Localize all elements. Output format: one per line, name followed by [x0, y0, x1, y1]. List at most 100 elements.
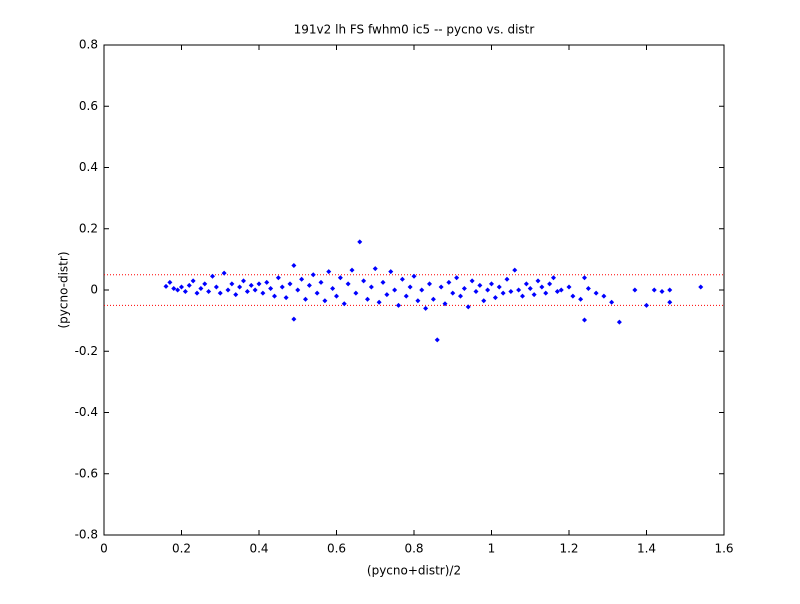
point — [163, 283, 169, 289]
point — [667, 299, 673, 305]
point — [489, 281, 494, 287]
point — [651, 287, 657, 293]
point — [345, 281, 351, 287]
y-tick-label: -0.4 — [75, 405, 98, 419]
x-tick-label: 1.4 — [637, 542, 656, 556]
y-tick-label: -0.6 — [75, 466, 98, 480]
point — [272, 293, 277, 299]
point — [481, 298, 487, 304]
point — [632, 287, 638, 293]
point — [582, 275, 587, 281]
y-tick-label: 0.6 — [79, 99, 98, 113]
point — [411, 273, 417, 279]
x-tick-label: 0 — [100, 542, 108, 556]
point — [341, 301, 347, 307]
point — [492, 295, 498, 301]
point — [186, 282, 192, 288]
point — [446, 279, 452, 285]
point — [512, 267, 518, 273]
point — [299, 276, 305, 282]
point — [399, 276, 405, 282]
point — [388, 269, 394, 275]
point — [496, 284, 502, 290]
point — [430, 296, 436, 302]
x-tick-label: 1 — [488, 542, 496, 556]
y-tick-label: 0.4 — [79, 160, 98, 174]
point — [361, 278, 367, 284]
point — [171, 285, 177, 291]
point — [419, 287, 425, 293]
point — [531, 292, 537, 298]
point — [248, 282, 254, 288]
point — [578, 296, 584, 302]
point — [330, 285, 336, 291]
point — [585, 285, 591, 291]
point — [190, 278, 196, 284]
point — [264, 279, 270, 285]
point — [659, 289, 665, 295]
point — [368, 284, 374, 290]
x-tick-label: 0.6 — [327, 542, 346, 556]
point — [310, 272, 316, 278]
point — [570, 293, 576, 299]
point — [182, 289, 188, 295]
point — [318, 279, 324, 285]
point — [241, 278, 246, 284]
point — [291, 263, 297, 268]
point — [473, 289, 479, 295]
point — [485, 287, 491, 293]
point — [291, 316, 297, 322]
point — [582, 317, 587, 323]
point — [337, 275, 343, 281]
x-tick-label: 1.6 — [714, 542, 733, 556]
point — [376, 299, 382, 305]
point — [275, 275, 281, 281]
point — [221, 270, 227, 276]
point — [213, 284, 219, 290]
y-tick-label: 0.8 — [79, 38, 98, 52]
point — [644, 302, 649, 308]
point — [167, 279, 173, 285]
point — [295, 287, 301, 293]
point — [477, 282, 483, 288]
x-tick-label: 0.8 — [404, 542, 423, 556]
point — [392, 287, 398, 293]
point — [210, 273, 215, 279]
point — [353, 290, 359, 296]
point — [423, 305, 429, 311]
point — [372, 266, 378, 272]
point — [229, 281, 235, 287]
y-tick-label: -0.2 — [75, 344, 98, 358]
point — [396, 302, 401, 308]
point — [558, 287, 564, 293]
point — [256, 281, 262, 287]
point — [566, 284, 572, 290]
point — [554, 289, 560, 295]
point — [547, 281, 553, 287]
point — [194, 290, 200, 296]
point — [535, 278, 541, 284]
point — [609, 299, 615, 305]
point — [303, 296, 308, 302]
point — [458, 293, 463, 299]
x-tick-label: 0.2 — [172, 542, 191, 556]
point — [334, 293, 339, 299]
point — [349, 267, 355, 273]
point — [380, 279, 386, 285]
point — [520, 293, 525, 299]
point — [244, 289, 250, 295]
x-tick-label: 1.2 — [559, 542, 578, 556]
point — [601, 293, 607, 299]
point — [252, 287, 258, 293]
point — [357, 239, 363, 245]
point — [237, 284, 243, 290]
point — [384, 292, 390, 298]
point — [461, 285, 467, 291]
point — [314, 290, 320, 296]
point — [454, 275, 460, 281]
chart-title: 191v2 lh FS fwhm0 ic5 -- pycno vs. distr — [294, 23, 535, 37]
point — [450, 290, 456, 296]
point — [500, 290, 506, 296]
